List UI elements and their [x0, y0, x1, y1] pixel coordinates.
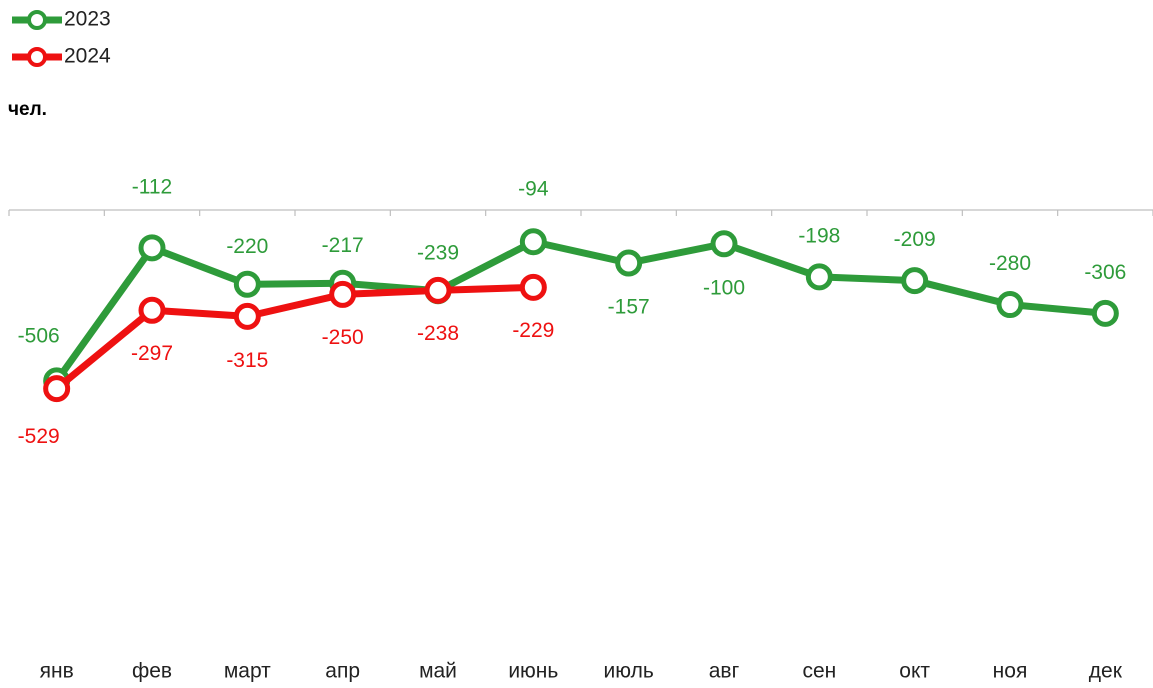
point [43, 375, 71, 403]
point [519, 273, 547, 301]
point [138, 234, 166, 262]
data-label: -297 [131, 342, 173, 365]
legend-marker [27, 47, 47, 67]
x-tick-label: июль [604, 660, 654, 683]
x-tick-label: фев [132, 660, 172, 683]
point [138, 296, 166, 324]
x-tick-label: май [419, 660, 457, 683]
point [710, 230, 738, 258]
x-tick-label: авг [709, 660, 740, 683]
data-label: -209 [894, 228, 936, 251]
x-tick-label: ноя [993, 660, 1028, 683]
data-label: -280 [989, 252, 1031, 275]
legend-marker [27, 10, 47, 30]
x-tick-label: апр [325, 660, 360, 683]
data-label: -229 [512, 319, 554, 342]
point [615, 249, 643, 277]
data-label: -529 [18, 425, 60, 448]
data-label: -315 [226, 349, 268, 372]
data-label: -506 [18, 324, 60, 347]
x-tick-label: окт [899, 660, 930, 683]
data-label: -112 [132, 175, 172, 198]
data-label: -306 [1084, 261, 1126, 284]
point [1091, 299, 1119, 327]
data-label: -100 [703, 276, 745, 299]
point [233, 270, 261, 298]
data-label: -217 [322, 234, 364, 257]
data-label: -198 [798, 224, 840, 247]
y-axis-label: чел. [8, 99, 47, 120]
x-tick-label: янв [40, 660, 74, 683]
point [519, 228, 547, 256]
point [901, 267, 929, 295]
point [996, 291, 1024, 319]
point [805, 263, 833, 291]
series-line [54, 283, 534, 392]
data-label: -238 [417, 322, 459, 345]
x-tick-label: июнь [508, 660, 558, 683]
series-line [53, 238, 1106, 383]
legend-label: 2023 [64, 8, 111, 31]
data-label: -157 [608, 296, 650, 319]
point [233, 302, 261, 330]
data-label: -94 [518, 177, 549, 200]
data-label: -250 [322, 326, 364, 349]
x-tick-label: март [224, 660, 271, 683]
data-label: -220 [226, 235, 268, 258]
legend-label: 2024 [64, 45, 111, 68]
data-label: -239 [417, 241, 459, 264]
point [329, 280, 357, 308]
x-tick-label: сен [802, 660, 836, 683]
point [424, 276, 452, 304]
x-tick-label: дек [1089, 660, 1123, 683]
